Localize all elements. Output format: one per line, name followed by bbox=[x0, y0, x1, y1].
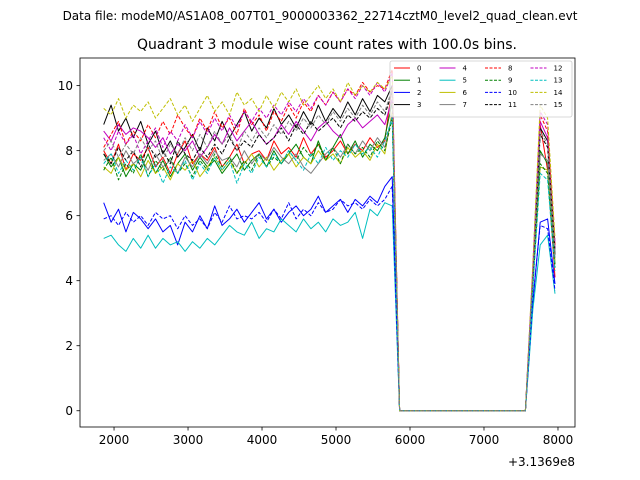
series-13-line bbox=[103, 117, 556, 412]
legend-label-5: 5 bbox=[463, 77, 467, 85]
legend-label-13: 13 bbox=[554, 77, 563, 85]
y-tick-label: 4 bbox=[65, 274, 73, 288]
legend-label-8: 8 bbox=[508, 65, 512, 73]
y-tick-label: 0 bbox=[65, 404, 73, 418]
legend-label-14: 14 bbox=[554, 89, 563, 97]
y-tick-label: 10 bbox=[58, 79, 73, 93]
series-11-line bbox=[103, 91, 556, 412]
plot-area bbox=[80, 58, 575, 427]
series-layer bbox=[103, 68, 556, 412]
legend-label-7: 7 bbox=[463, 101, 467, 109]
legend-label-10: 10 bbox=[508, 89, 517, 97]
x-tick-label: 4000 bbox=[247, 433, 278, 447]
y-tick-label: 8 bbox=[65, 144, 73, 158]
axes: 2000 3000 4000 5000 6000 7000 8000 0 2 4 6 8 10 bbox=[58, 79, 574, 447]
y-tick-label: 6 bbox=[65, 209, 73, 223]
x-axis-offset-label: +3.1369e8 bbox=[508, 455, 575, 469]
legend-label-15: 15 bbox=[554, 101, 563, 109]
x-tick-label: 7000 bbox=[469, 433, 500, 447]
legend-label-2: 2 bbox=[417, 89, 421, 97]
series-15-line bbox=[103, 88, 556, 412]
x-tick-label: 3000 bbox=[173, 433, 204, 447]
chart-title: Quadrant 3 module wise count rates with … bbox=[137, 37, 517, 53]
legend-label-0: 0 bbox=[417, 65, 421, 73]
plot-frame bbox=[79, 57, 576, 428]
chart-suptitle: Data file: modeM0/AS1A08_007T01_90000033… bbox=[63, 9, 578, 23]
legend-label-11: 11 bbox=[508, 101, 517, 109]
legend-label-1: 1 bbox=[417, 77, 421, 85]
legend-label-6: 6 bbox=[463, 89, 468, 97]
x-tick-label: 2000 bbox=[99, 433, 130, 447]
x-tick-label: 6000 bbox=[395, 433, 426, 447]
y-tick-label: 2 bbox=[65, 339, 73, 353]
legend-label-3: 3 bbox=[417, 101, 421, 109]
legend-box bbox=[389, 60, 573, 118]
legend-label-9: 9 bbox=[508, 77, 512, 85]
x-tick-label: 8000 bbox=[543, 433, 574, 447]
x-tick-label: 5000 bbox=[321, 433, 352, 447]
legend-label-12: 12 bbox=[554, 65, 563, 73]
legend-label-4: 4 bbox=[463, 65, 468, 73]
